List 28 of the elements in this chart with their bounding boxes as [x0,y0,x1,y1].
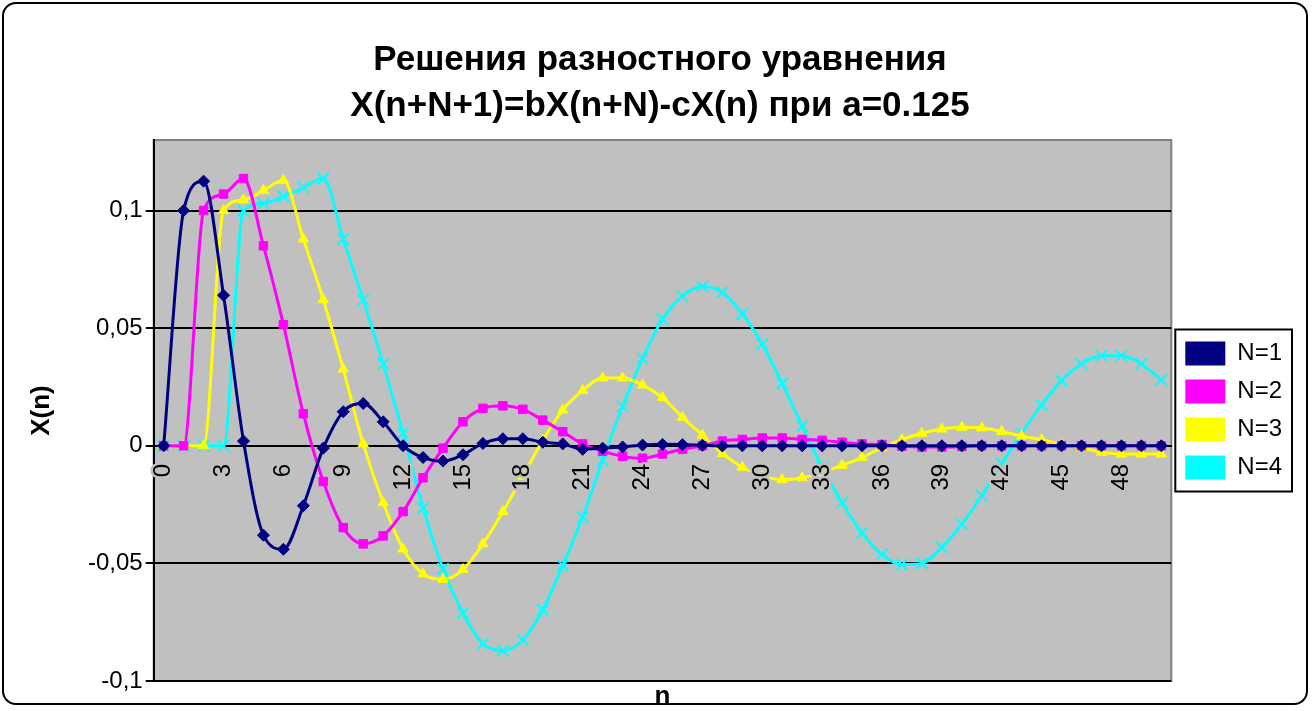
y-tick-label: -0,1 [101,665,143,693]
x-tick-label: 9 [327,463,355,478]
y-axis-title: X(n) [25,385,56,436]
x-tick-label: 45 [1046,463,1074,491]
x-tick-label: 18 [507,463,535,491]
x-tick-label: 6 [268,463,296,478]
y-tick-label: 0,1 [109,195,143,223]
x-tick-label: 27 [687,463,715,491]
x-tick-label: 30 [746,463,774,491]
x-tick-label: 0 [148,463,176,478]
x-tick-label: 12 [387,463,415,491]
x-tick-label: 24 [627,463,655,491]
x-tick-label: 15 [447,463,475,491]
legend-label: N=4 [1237,452,1283,480]
x-tick-label: 48 [1106,463,1134,491]
y-tick-label: 0 [129,430,143,458]
x-tick-label: 21 [567,463,595,491]
chart-title: Решения разностного уравнения X(n+N+1)=bX(n+N)-cX(n) при a=0.125 [350,37,970,123]
legend-label: N=1 [1237,338,1283,366]
y-tick-label: 0,05 [95,312,143,340]
x-tick-label: 36 [866,463,894,491]
legend-label: N=2 [1237,376,1283,404]
x-tick-label: 42 [986,463,1014,491]
x-tick-label: 33 [806,463,834,491]
y-tick-label: -0,05 [88,548,143,576]
legend-label: N=3 [1237,414,1283,442]
x-tick-label: 39 [926,463,954,491]
x-tick-label: 3 [208,463,236,478]
